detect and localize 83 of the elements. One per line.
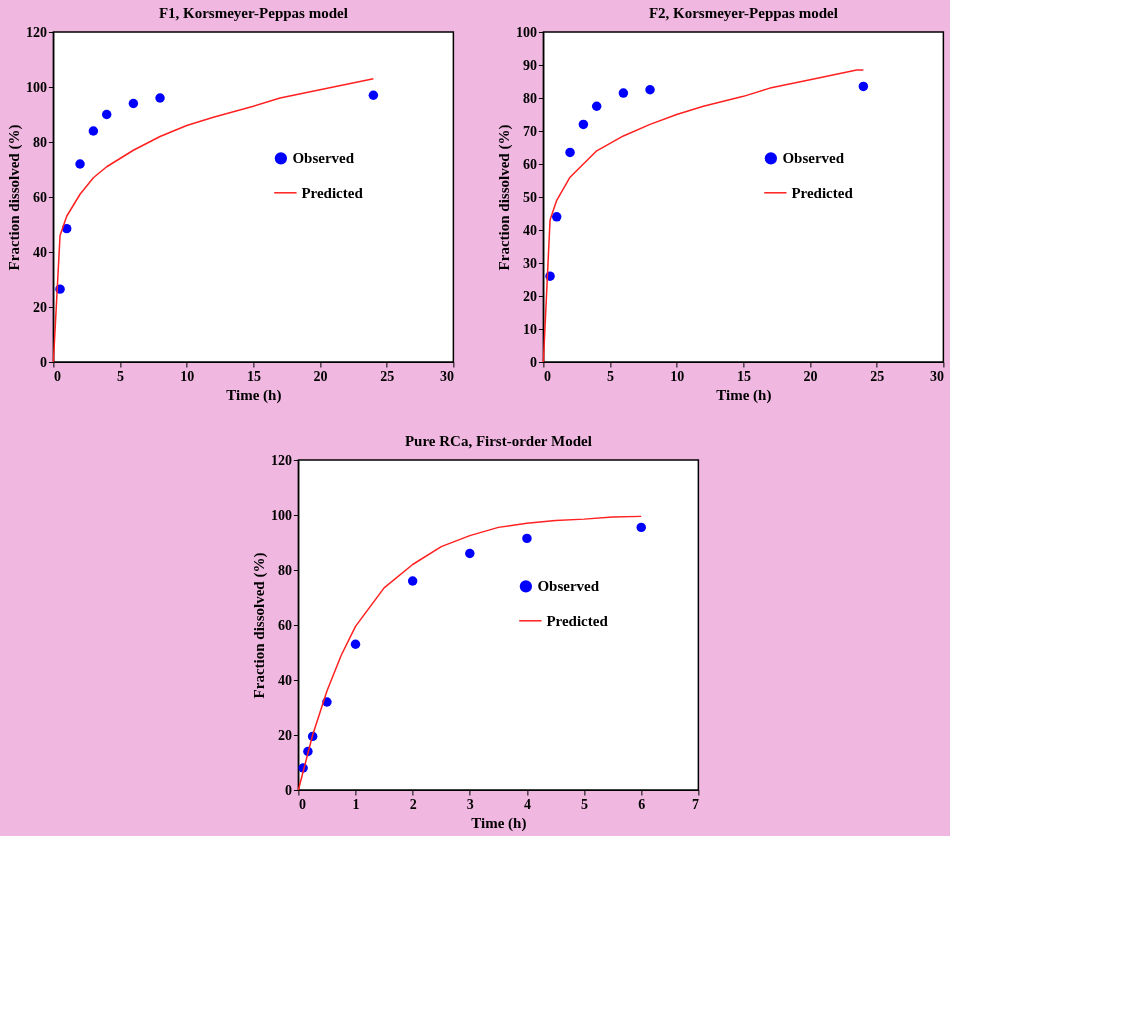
- y-tick-label: 20: [32, 299, 47, 315]
- x-axis-title: Time (h): [471, 814, 527, 832]
- x-tick-label: 2: [409, 796, 417, 812]
- x-tick-label: 20: [803, 368, 818, 384]
- line-series: [52, 78, 375, 363]
- x-tick-label: 5: [581, 796, 589, 812]
- point: [645, 85, 655, 95]
- x-tick-label: 25: [380, 368, 395, 384]
- y-tick-label: 120: [25, 24, 47, 40]
- y-tick-label: 0: [529, 354, 537, 370]
- y-tick-label: 70: [522, 123, 537, 139]
- y-tick-label: 80: [522, 90, 537, 106]
- point: [858, 81, 869, 92]
- x-tick-label: 4: [523, 796, 531, 812]
- point: [465, 548, 475, 559]
- point: [350, 639, 361, 649]
- point: [155, 93, 165, 103]
- x-axis-title: Time (h): [226, 386, 282, 404]
- x-tick-label: 0: [53, 368, 61, 384]
- point: [128, 98, 139, 109]
- legend-label: Predicted: [791, 184, 854, 201]
- y-tick-label: 100: [270, 507, 292, 523]
- y-tick-label: 100: [515, 24, 537, 40]
- x-tick-label: 10: [180, 368, 195, 384]
- y-tick-label: 80: [32, 134, 47, 150]
- legend-label: Observed: [782, 150, 845, 167]
- chart-title: Pure RCa, First-order Model: [404, 433, 592, 449]
- y-tick-label: 40: [522, 222, 537, 238]
- point: [75, 159, 85, 169]
- y-tick-label: 20: [522, 288, 537, 304]
- point: [407, 576, 418, 586]
- x-tick-label: 30: [929, 368, 944, 384]
- y-tick-label: 60: [32, 189, 47, 205]
- x-tick-label: 25: [870, 368, 885, 384]
- y-axis-title: Fraction dissolved (%): [495, 124, 513, 271]
- y-tick-label: 40: [277, 672, 292, 688]
- line-series: [542, 69, 865, 363]
- x-tick-label: 15: [246, 368, 261, 384]
- y-tick-label: 0: [39, 354, 47, 370]
- point: [636, 522, 646, 533]
- chart-title: F2, Korsmeyer-Peppas model: [648, 5, 838, 21]
- y-tick-label: 20: [277, 727, 292, 743]
- x-tick-label: 6: [638, 796, 646, 812]
- y-tick-label: 10: [522, 321, 537, 337]
- point: [551, 212, 562, 222]
- legend-label: Observed: [537, 578, 600, 595]
- point: [368, 90, 379, 100]
- legend-label: Observed: [292, 150, 355, 167]
- point: [88, 126, 99, 136]
- y-tick-label: 100: [25, 79, 47, 95]
- x-tick-label: 1: [352, 796, 360, 812]
- point: [522, 533, 532, 544]
- x-tick-label: 5: [607, 368, 615, 384]
- legend-label: Predicted: [301, 184, 364, 201]
- point: [618, 88, 629, 98]
- x-tick-label: 7: [691, 796, 699, 812]
- x-axis-title: Time (h): [716, 386, 772, 404]
- y-tick-label: 30: [522, 255, 537, 271]
- point: [565, 147, 575, 158]
- x-tick-label: 20: [313, 368, 328, 384]
- x-tick-label: 5: [117, 368, 125, 384]
- y-tick-label: 50: [522, 189, 537, 205]
- x-tick-label: 3: [466, 796, 474, 812]
- y-tick-label: 60: [277, 617, 292, 633]
- x-tick-label: 0: [543, 368, 551, 384]
- y-axis-title: Fraction dissolved (%): [250, 552, 268, 699]
- x-tick-label: 15: [736, 368, 751, 384]
- x-tick-label: 30: [439, 368, 454, 384]
- chart-title: F1, Korsmeyer-Peppas model: [158, 5, 348, 21]
- y-tick-label: 40: [32, 244, 47, 260]
- legend-label: Predicted: [546, 612, 609, 629]
- y-tick-label: 120: [270, 452, 292, 468]
- x-tick-label: 10: [670, 368, 685, 384]
- y-tick-label: 90: [522, 57, 537, 73]
- y-tick-label: 0: [284, 782, 292, 798]
- line-series: [297, 515, 642, 791]
- point: [101, 109, 112, 120]
- y-axis-title: Fraction dissolved (%): [5, 124, 23, 271]
- y-tick-label: 60: [522, 156, 537, 172]
- point: [591, 101, 602, 111]
- x-tick-label: 0: [298, 796, 306, 812]
- point: [578, 119, 589, 130]
- y-tick-label: 80: [277, 562, 292, 578]
